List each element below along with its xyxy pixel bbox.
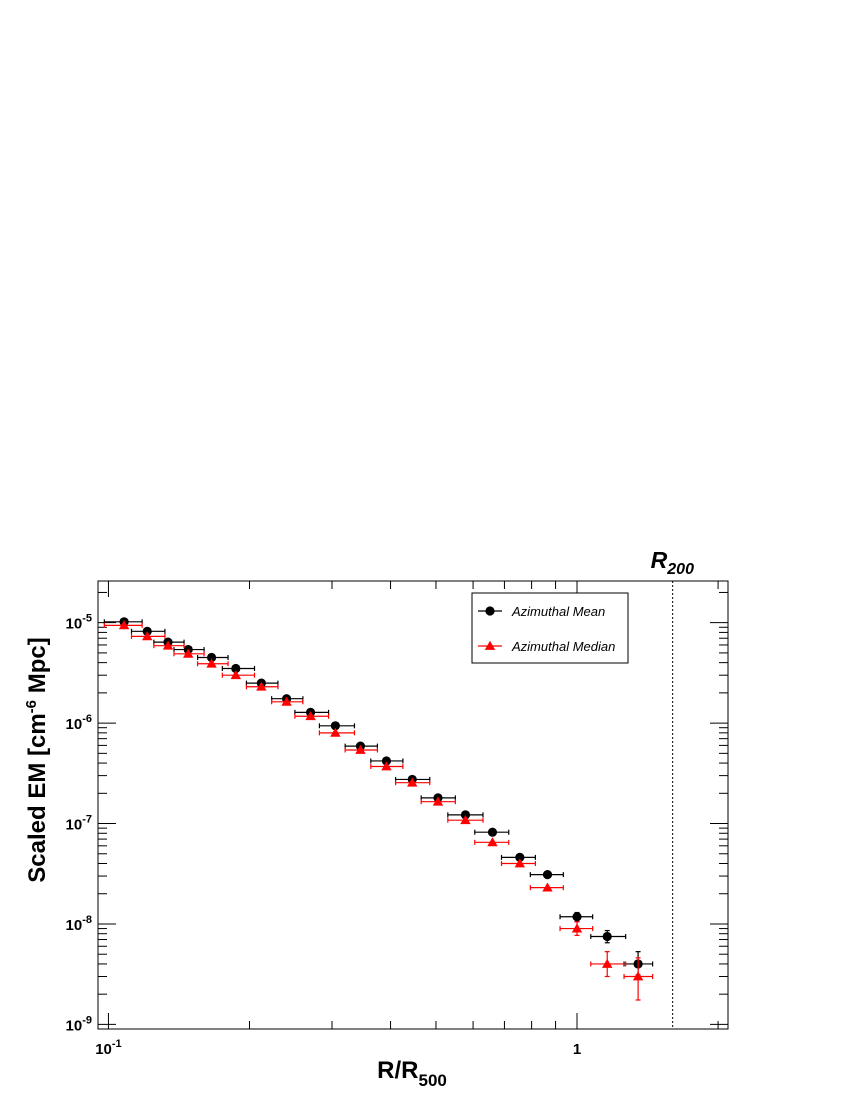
data-point-mean [487, 827, 498, 837]
legend-box [471, 592, 629, 664]
r200-label-main: R [651, 547, 668, 573]
data-point-mean [515, 852, 525, 863]
data-point-median [571, 923, 583, 933]
data-point-median [183, 648, 194, 658]
axis-ticks [98, 581, 728, 1030]
data-point-mean [231, 663, 241, 674]
y-tick-label: 10-6 [66, 713, 92, 733]
y-tick-label-base: 10 [66, 917, 83, 934]
data-point-median [281, 696, 292, 706]
y-tick-label-base: 10 [66, 817, 83, 834]
series-mean [103, 617, 654, 976]
y-tick-label-exponent: -9 [82, 1014, 92, 1026]
data-point-median [355, 744, 366, 754]
r200-label: R200 [651, 547, 694, 578]
data-point-mean [602, 931, 612, 942]
y-tick-label-exponent: -7 [82, 814, 92, 826]
y-tick-label-base: 10 [66, 716, 83, 733]
data-point-mean [460, 810, 471, 820]
plot-border [97, 580, 729, 1030]
x-axis-title-main: R/R [377, 1057, 418, 1084]
data-point-median [206, 658, 217, 668]
data-point-median [230, 669, 242, 680]
y-axis-title: Scaled EM [cm-6 Mpc] [23, 637, 51, 882]
data-marks [103, 581, 674, 1029]
legend-marker-median [484, 640, 496, 650]
y-tick-label: 10-5 [66, 613, 92, 633]
data-point-median [460, 814, 471, 825]
data-point-median [305, 711, 316, 721]
y-axis-title-main: Scaled EM [cm [24, 713, 51, 882]
x-axis-title: R/R500 [377, 1057, 447, 1090]
data-point-median [487, 837, 498, 847]
r200-label-subscript: 200 [666, 561, 694, 578]
y-tick-label-exponent: -6 [82, 713, 92, 725]
data-point-median [514, 858, 526, 868]
x-tick-label-base: 10 [95, 1041, 112, 1058]
y-tick-label-exponent: -8 [82, 914, 92, 926]
y-tick-label-base: 10 [66, 616, 83, 633]
data-point-median [256, 681, 267, 691]
data-point-mean [330, 721, 340, 731]
legend-label: Azimuthal Mean [511, 604, 605, 619]
data-point-median [381, 761, 392, 771]
data-point-median [118, 620, 130, 630]
data-point-median [162, 640, 174, 650]
y-axis-title-units: Mpc] [24, 637, 51, 700]
data-point-median [542, 882, 553, 892]
data-point-mean [542, 870, 553, 880]
x-axis-title-subscript: 500 [418, 1071, 446, 1090]
series-median [103, 620, 654, 1001]
y-tick-label: 10-7 [66, 814, 92, 834]
y-tick-label-exponent: -5 [82, 613, 92, 625]
legend-label: Azimuthal Median [511, 639, 615, 654]
data-point-median [142, 631, 153, 641]
plot-frame [97, 580, 729, 1030]
y-tick-label: 10-8 [66, 914, 92, 934]
data-point-mean [381, 756, 392, 766]
data-point-median [407, 777, 418, 787]
x-tick-label: 1 [573, 1041, 581, 1058]
data-point-median [432, 796, 444, 806]
x-tick-label-exponent: -1 [112, 1038, 122, 1050]
y-axis-title-superscript: -6 [23, 700, 40, 713]
data-point-median [632, 971, 644, 981]
legend: Azimuthal Mean Azimuthal Median [471, 592, 629, 664]
data-point-median [330, 727, 341, 737]
legend-marker-mean [485, 606, 495, 616]
x-tick-label: 10-1 [95, 1038, 121, 1058]
x-tick-label-base: 1 [573, 1041, 581, 1058]
data-point-mean [206, 652, 217, 663]
y-tick-label: 10-9 [66, 1014, 92, 1034]
data-point-median [602, 958, 613, 968]
y-tick-label-base: 10 [66, 1017, 83, 1034]
data-point-mean [572, 912, 582, 922]
